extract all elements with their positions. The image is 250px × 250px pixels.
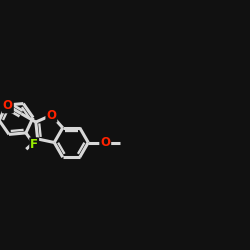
Text: F: F <box>30 138 38 151</box>
Text: O: O <box>46 109 56 122</box>
Text: O: O <box>100 136 110 149</box>
Text: O: O <box>3 100 13 112</box>
